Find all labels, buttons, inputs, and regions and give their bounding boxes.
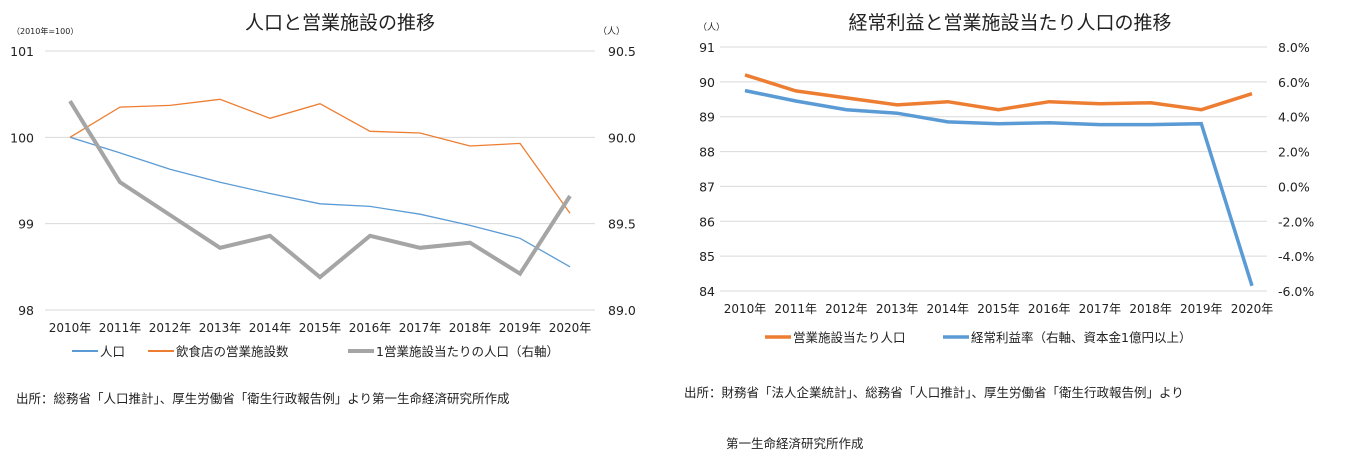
source-text-right-line1: 出所：財務省「法人企業統計」、総務省「人口推計」、厚生労働省「衛生行政報告例」よ… <box>684 385 1184 400</box>
series-line-2 <box>69 98 571 214</box>
legend-label-2: 経常利益率（右軸、資本金1億円以上） <box>971 330 1191 345</box>
x-axis-tick-label: 2010年 <box>49 321 92 335</box>
x-axis-tick-label: 2020年 <box>1231 302 1274 316</box>
x-axis-tick-label: 2013年 <box>199 321 242 335</box>
x-axis-tick-label: 2020年 <box>549 321 592 335</box>
x-axis-tick-label: 2014年 <box>927 302 970 316</box>
x-axis-tick-label: 2018年 <box>1129 302 1172 316</box>
chart-title: 人口と営業施設の推移 <box>245 12 435 34</box>
legend-label-1: 人口 <box>100 344 125 359</box>
legend-label-3: 1営業施設当たりの人口（右軸） <box>376 344 559 359</box>
x-axis-tick-label: 2012年 <box>825 302 868 316</box>
right-axis-tick-label: -6.0% <box>1278 284 1314 299</box>
x-axis-tick-label: 2017年 <box>1079 302 1122 316</box>
left-axis-unit-label: （人） <box>698 22 725 33</box>
left-axis-tick-label: 85 <box>699 249 715 264</box>
right-axis-unit-label: （人） <box>598 26 625 37</box>
series-line-3 <box>68 100 572 280</box>
right-axis-tick-label: 6.0% <box>1278 75 1310 90</box>
left-axis-tick-label: 89 <box>699 110 715 125</box>
left-axis-tick-label: 99 <box>18 217 34 232</box>
x-axis-tick-label: 2019年 <box>499 321 542 335</box>
series-line-2 <box>744 88 1254 287</box>
right-axis-tick-label: 89.0 <box>608 303 636 318</box>
x-axis-tick-label: 2015年 <box>977 302 1020 316</box>
series-line-1 <box>69 136 571 268</box>
x-axis-tick-label: 2010年 <box>724 302 767 316</box>
left-axis-tick-label: 90 <box>699 75 715 90</box>
left-axis-tick-label: 101 <box>10 44 34 59</box>
x-axis-tick-label: 2017年 <box>399 321 442 335</box>
left-axis-tick-label: 91 <box>699 40 715 55</box>
left-axis-tick-label: 98 <box>18 303 34 318</box>
x-axis-tick-label: 2013年 <box>876 302 919 316</box>
chart-population-facilities: 人口と営業施設の推移 （2010年=100） （人） 101 90.5 100 90.0 99… <box>10 12 636 359</box>
right-axis-tick-label: -2.0% <box>1278 214 1314 229</box>
chart-title: 経常利益と営業施設当たり人口の推移 <box>848 12 1171 34</box>
source-text-right-line2: 第一生命経済研究所作成 <box>726 436 864 451</box>
right-axis-tick-label: 90.5 <box>608 44 636 59</box>
left-axis-unit-label: （2010年=100） <box>12 26 78 36</box>
right-axis-tick-label: 90.0 <box>608 130 636 145</box>
right-axis-tick-label: 89.5 <box>608 217 636 232</box>
left-axis-tick-label: 84 <box>699 284 715 299</box>
right-axis-tick-label: 8.0% <box>1278 40 1310 55</box>
x-axis-tick-label: 2012年 <box>149 321 192 335</box>
source-text-left: 出所：総務省「人口推計」、厚生労働省「衛生行政報告例」より第一生命経済研究所作成 <box>15 391 510 406</box>
left-axis-tick-label: 88 <box>699 145 715 160</box>
x-axis-tick-label: 2011年 <box>99 321 142 335</box>
right-axis-tick-label: 2.0% <box>1278 145 1310 160</box>
x-axis-tick-label: 2016年 <box>349 321 392 335</box>
right-axis-tick-label: 4.0% <box>1278 110 1310 125</box>
chart-profit-population: 経常利益と営業施設当たり人口の推移 （人） 91 8.0% 90 6.0% 89 4.0% 88… <box>698 12 1314 345</box>
x-axis-tick-label: 2018年 <box>449 321 492 335</box>
legend-label-1: 営業施設当たり人口 <box>793 330 906 345</box>
x-axis-tick-label: 2011年 <box>774 302 817 316</box>
x-axis-tick-label: 2016年 <box>1028 302 1071 316</box>
x-axis-tick-label: 2014年 <box>249 321 292 335</box>
source-note-right: 出所：財務省「法人企業統計」、総務省「人口推計」、厚生労働省「衛生行政報告例」よ… <box>684 350 1184 469</box>
right-axis-tick-label: 0.0% <box>1278 179 1310 194</box>
left-axis-tick-label: 87 <box>699 179 715 194</box>
x-axis-tick-label: 2019年 <box>1180 302 1223 316</box>
left-axis-tick-label: 100 <box>10 130 34 145</box>
series-line-1 <box>744 73 1253 112</box>
right-axis-tick-label: -4.0% <box>1278 249 1314 264</box>
legend-label-2: 飲食店の営業施設数 <box>176 344 289 359</box>
x-axis-tick-label: 2015年 <box>299 321 342 335</box>
source-note-left: 出所：総務省「人口推計」、厚生労働省「衛生行政報告例」より第一生命経済研究所作成 <box>8 373 510 407</box>
left-axis-tick-label: 86 <box>699 214 715 229</box>
